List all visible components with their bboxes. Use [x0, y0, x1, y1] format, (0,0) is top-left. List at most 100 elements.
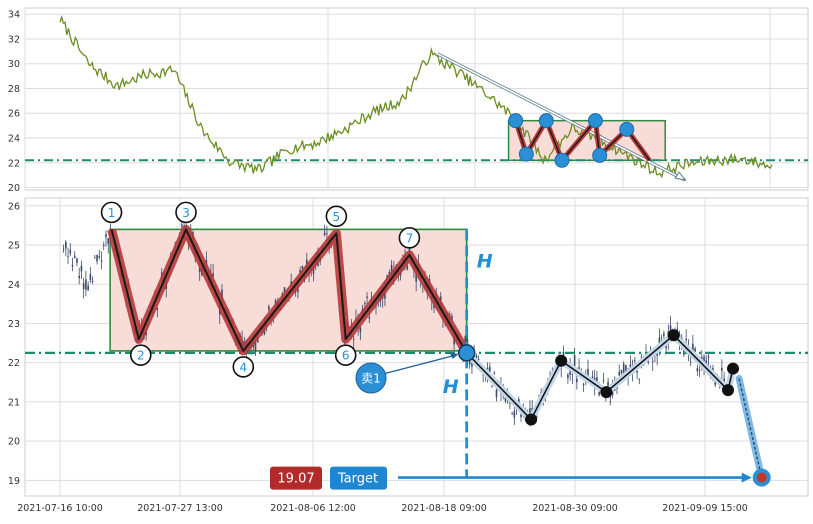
candle-body [587, 368, 589, 377]
detail-x-tick-label: 2021-07-16 10:00 [17, 503, 103, 514]
candle-body [65, 241, 67, 249]
future-pivot-point [722, 384, 735, 397]
overview-pivot-point [538, 113, 554, 129]
candle-body [283, 287, 286, 293]
detail-y-tick-label: 20 [8, 437, 20, 448]
detail-y-tick-label: 25 [8, 241, 20, 252]
future-pivot-point [667, 329, 680, 342]
candle-body [468, 358, 471, 365]
candle-body [67, 256, 69, 257]
candle-body [102, 244, 105, 246]
target-arrow-head [741, 472, 752, 483]
candle-body [651, 360, 654, 362]
overview-trend-arrow-head [674, 171, 687, 181]
overview-pivot-point [587, 113, 603, 129]
candle-body [611, 387, 614, 396]
pivot-label-text: 3 [182, 206, 190, 220]
candle-body [254, 342, 257, 351]
overview-y-tick-label: 34 [8, 10, 20, 21]
candle-body [513, 411, 516, 418]
candle-body [638, 378, 641, 380]
overview-pivot-point [592, 147, 608, 163]
candle-body [390, 265, 393, 274]
candle-body [618, 371, 621, 376]
candle-body [406, 265, 409, 270]
candle-body [359, 327, 362, 333]
candle-body [364, 303, 366, 304]
candle-body [375, 306, 377, 308]
candle-body [665, 345, 667, 349]
future-pivot-point [555, 354, 568, 367]
candle-body [609, 401, 612, 403]
future-pivot-point [525, 413, 538, 426]
candle-body [636, 370, 638, 373]
overview-pivot-point [554, 152, 570, 168]
target-label-text: Target [337, 472, 378, 487]
pivot-label-circle [232, 356, 255, 378]
candle-body [698, 370, 701, 372]
candle-body [96, 255, 98, 262]
candle-body [602, 379, 605, 381]
detail-x-tick-label: 2021-08-18 09:00 [401, 503, 487, 514]
candle-body [69, 249, 72, 254]
overview-y-tick-label: 24 [8, 134, 20, 145]
candle-body [685, 338, 687, 341]
candle-body [491, 386, 493, 388]
candle-body [107, 238, 110, 244]
candle-body [591, 376, 594, 379]
candle-body [596, 377, 598, 382]
candle-body [573, 354, 576, 368]
candle-body [495, 389, 498, 398]
overview-y-tick-label: 32 [8, 34, 20, 45]
candle-body [696, 368, 699, 372]
candle-body [323, 232, 326, 235]
overview-y-tick-label: 26 [8, 109, 20, 120]
candle-body [477, 359, 480, 360]
candle-body [87, 285, 89, 291]
detail-y-tick-label: 26 [8, 201, 20, 212]
candle-body [105, 234, 107, 238]
candle-body [620, 369, 623, 374]
candle-body [91, 281, 94, 283]
target-label-box [330, 466, 387, 490]
overview-pivot-point [619, 121, 635, 137]
pivot-label-circle [325, 205, 348, 228]
detail-y-tick-label: 24 [8, 280, 20, 291]
candle-body [489, 366, 491, 372]
candle-body [366, 296, 368, 298]
sell-marker-text: 卖1 [361, 372, 381, 386]
candle-body [71, 264, 74, 267]
detail-x-tick-label: 2021-08-30 09:00 [532, 503, 618, 514]
candle-body [156, 307, 159, 310]
candle-body [714, 381, 716, 385]
pivot-label-text: 5 [333, 210, 341, 224]
candle-body [451, 316, 453, 321]
pivot-label-circle [129, 344, 152, 366]
future-pivot-point [727, 362, 740, 375]
candle-body [78, 275, 81, 279]
pivot-label-text: 2 [137, 349, 145, 363]
sell-pointer-line [382, 354, 457, 375]
candle-body [622, 363, 625, 375]
candle-body [493, 372, 496, 374]
candle-body [694, 348, 696, 352]
candle-body [705, 360, 708, 366]
candle-body [625, 365, 627, 373]
candle-body [663, 333, 665, 336]
candle-body [658, 337, 661, 347]
detail-y-tick-label: 23 [8, 319, 20, 330]
candle-body [94, 257, 96, 259]
candle-body [723, 378, 725, 382]
overview-panel: 20 22 24 26 28 30 32 34 [8, 7, 809, 194]
pivot-label-circle [398, 227, 421, 249]
detail-panel: 2021-07-16 10:00 2021-07-27 13:00 2021-08-… [8, 197, 809, 514]
candle-body [198, 266, 201, 273]
candle-body [598, 391, 600, 396]
overview-y-tick-label: 28 [8, 84, 20, 95]
pivot-label-text: 1 [108, 206, 116, 220]
candle-body [368, 317, 371, 319]
target-value-box [270, 466, 322, 490]
sell-marker-circle [355, 362, 387, 394]
sell-pointer-head [449, 352, 459, 359]
